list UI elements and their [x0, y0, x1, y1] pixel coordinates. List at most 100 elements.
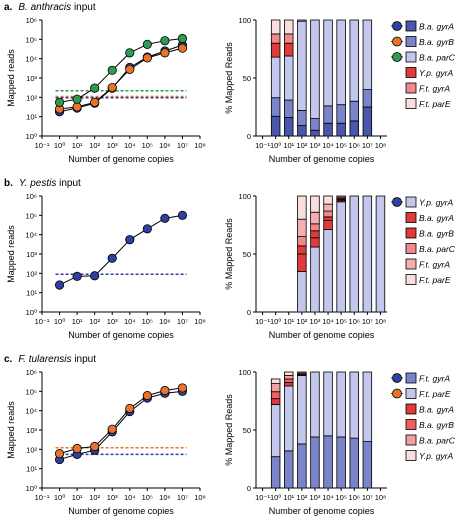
bar-a-bar-segment: [336, 19, 346, 106]
line-c-y-tick-label: 10⁰: [26, 484, 37, 493]
bar-b-x-tick-label: 10³: [310, 317, 321, 326]
bar-b-legend-label: F.t. parE: [419, 275, 451, 285]
bar-a-y-axis-label: % Mapped Reads: [224, 42, 234, 114]
line-a-data-point: [90, 97, 100, 107]
line-c-x-tick-label: 10⁻¹: [35, 493, 50, 502]
line-c-x-tick-label: 10⁸: [194, 493, 206, 502]
bar-a-legend-label: F.t. parE: [419, 99, 451, 109]
panel-c-organism: F. tularensis: [18, 354, 72, 365]
line-b-y-tick-label: 10⁰: [26, 308, 37, 317]
bar-a-bar-segment: [310, 118, 320, 131]
bar-a-x-tick-label: 10⁵: [335, 141, 346, 150]
bar-c-bar-segment: [270, 404, 281, 458]
bar-b-x-axis-label: Number of genome copies: [269, 330, 375, 340]
bar-a-bar-segment: [310, 19, 320, 119]
line-c-y-tick-label: 10¹: [26, 465, 37, 474]
bar-c-x-tick-label: 10⁵: [335, 493, 346, 502]
line-b-x-tick-label: 10³: [107, 317, 118, 326]
bar-b-x-tick-label: 10⁸: [375, 317, 387, 326]
bar-a-legend-label: B.a. parC: [419, 53, 456, 63]
bar-a-bar-segment: [323, 19, 333, 107]
line-c-x-tick-label: 10³: [107, 493, 118, 502]
bar-a-legend-label: B.a. gyrA: [419, 22, 454, 32]
line-b-x-tick-label: 10²: [89, 317, 100, 326]
line-c-data-point: [142, 391, 152, 401]
bar-c-legend-marker: [392, 373, 402, 383]
line-a-data-point: [125, 64, 135, 74]
line-b-x-tick-label: 10⁰: [54, 317, 65, 326]
bar-b-x-tick-label: 10⁵: [335, 317, 346, 326]
line-c-data-point: [107, 424, 117, 434]
bar-a-x-tick-label: 10¹: [283, 141, 294, 150]
bar-a-x-tick-label: 10³: [310, 141, 321, 150]
bar-a-legend-label: Y.p. gyrA: [419, 68, 454, 78]
bar-c-bar-segment: [284, 385, 294, 452]
bar-a-bar-segment: [297, 110, 307, 126]
line-a-x-axis-label: Number of genome copies: [68, 154, 174, 164]
bar-a-y-tick-label: 50: [243, 74, 251, 83]
line-a-x-tick-label: 10²: [89, 141, 100, 150]
bar-a-legend-label: B.a. gyrB: [419, 37, 454, 47]
bar-c-legend-label: Y.p. gyrA: [419, 451, 454, 461]
panel-c-title: c. F. tularensis input: [4, 354, 96, 365]
line-c-data-point: [177, 383, 188, 393]
bar-b-bar-segment: [336, 195, 346, 198]
line-c-data-point: [72, 443, 82, 454]
line-a-data-point: [160, 48, 170, 58]
bar-b-bar-segment: [323, 210, 333, 218]
bar-b-bar-segment: [323, 229, 333, 313]
bar-a-bar-segment: [284, 55, 294, 101]
bar-c-bar-segment: [362, 441, 373, 489]
bar-a-legend-swatch: [405, 51, 417, 63]
bar-b-legend-label: Y.p. gyrA: [419, 198, 454, 208]
bar-b-legend-swatch: [405, 258, 417, 270]
bar-c-bar-segment: [284, 382, 294, 387]
line-a-data-point: [90, 83, 100, 93]
bar-a-bar-segment: [270, 42, 281, 58]
bar-b-bar-segment: [323, 203, 333, 212]
line-b-x-axis-label: Number of genome copies: [68, 330, 174, 340]
line-a-y-tick-label: 10³: [26, 74, 37, 83]
line-a-data-point: [125, 48, 135, 58]
line-b-x-tick-label: 10¹: [72, 317, 83, 326]
line-c-data-point: [90, 441, 100, 452]
panel-a-title: a. B. anthracis input: [4, 2, 96, 13]
bar-a-legend-marker: [392, 36, 402, 47]
line-a-data-point: [72, 94, 82, 104]
line-a-data-point: [54, 97, 65, 107]
bar-a-x-tick-label: 10⁴: [322, 141, 334, 150]
line-a-data-point: [142, 39, 152, 49]
line-b-y-tick-label: 10³: [26, 250, 37, 259]
bar-b-x-tick-label: 10⁶: [349, 317, 360, 326]
line-b-x-tick-label: 10⁴: [124, 317, 136, 326]
line-c-y-tick-label: 10⁶: [26, 368, 37, 377]
bar-b-x-tick-label: 10⁻¹: [255, 317, 270, 326]
panel-c-suffix: input: [74, 354, 96, 365]
line-a-x-tick-label: 10⁷: [177, 141, 188, 150]
bar-c-y-tick-label: 0: [247, 484, 251, 493]
bar-c-bar-segment: [297, 443, 307, 489]
bar-c-legend-swatch: [405, 388, 417, 399]
bar-c-bar-segment: [323, 435, 333, 489]
line-a-x-tick-label: 10³: [107, 141, 118, 150]
bar-c-y-tick-label: 50: [243, 426, 251, 435]
bar-a-bar-segment: [362, 19, 373, 90]
bar-b-bar-segment: [362, 195, 373, 313]
bar-a-legend-label: F.t. gyrA: [419, 84, 450, 94]
bar-b-bar-segment: [297, 195, 307, 220]
line-a-x-tick-label: 10¹: [72, 141, 83, 150]
bar-b-legend-swatch: [405, 212, 417, 223]
bar-c-legend-swatch: [405, 434, 417, 446]
bar-b-bar-segment: [297, 245, 307, 255]
bar-c-bar-segment: [310, 371, 320, 438]
bar-a-legend-swatch: [405, 98, 417, 109]
panel-b-suffix: input: [59, 178, 81, 189]
bar-a-bar-segment: [297, 20, 307, 111]
line-a-y-tick-label: 10⁰: [26, 132, 37, 141]
bar-c-x-tick-label: 10²: [296, 493, 307, 502]
bar-b-bar-segment: [336, 201, 346, 313]
bar-c-bar-segment: [270, 378, 281, 384]
line-c-x-tick-label: 10¹: [72, 493, 83, 502]
line-b-data-point: [125, 235, 135, 245]
bar-a-x-tick-label: 10⁷: [362, 141, 373, 150]
